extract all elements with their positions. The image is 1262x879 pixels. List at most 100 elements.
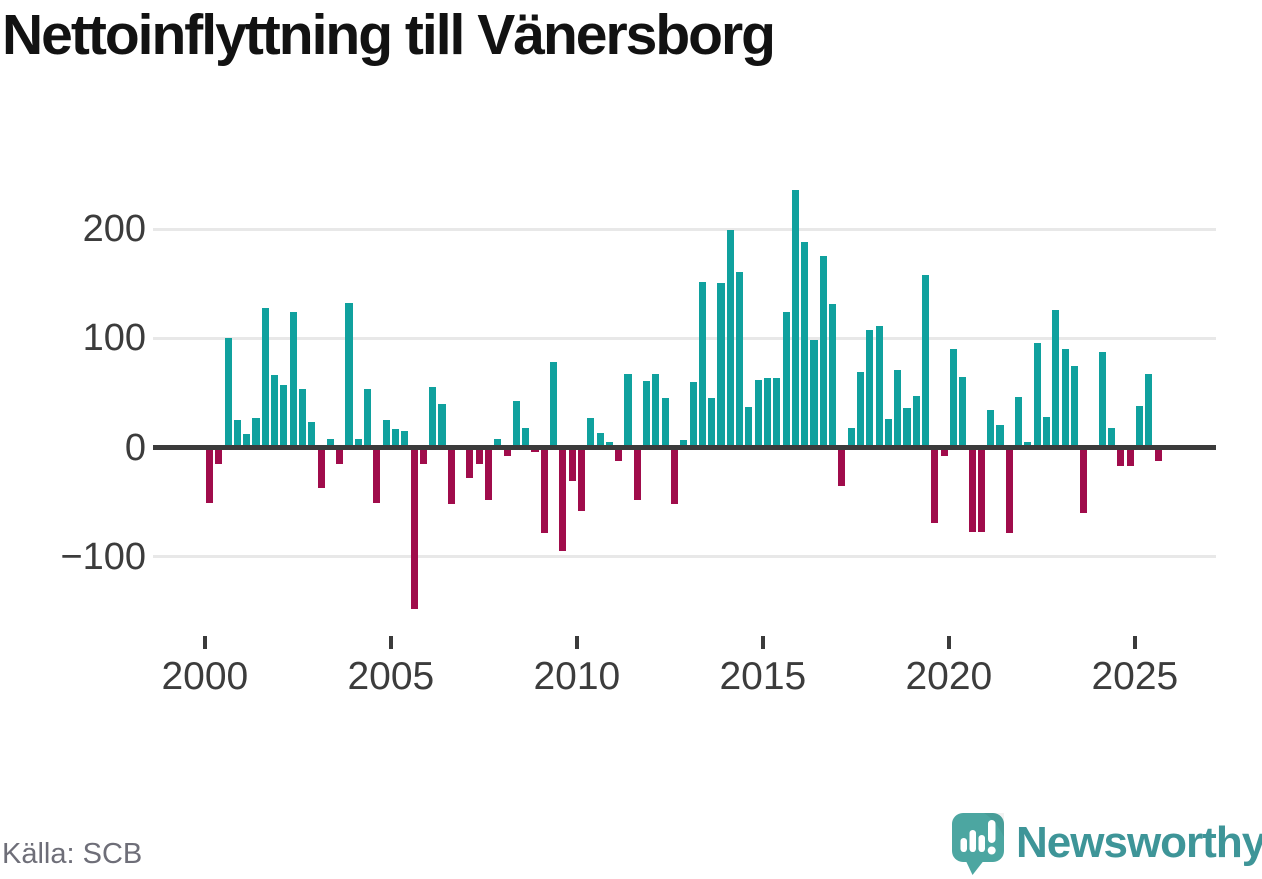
- bar-2011Q4: [643, 380, 651, 448]
- bar-2020Q4: [977, 447, 985, 532]
- y-tick-label-0: 0: [124, 426, 146, 469]
- bar-2008Q2: [512, 400, 520, 448]
- bar-2022Q3: [1042, 416, 1051, 448]
- bar-2021Q4: [1015, 397, 1023, 448]
- bar-2001Q2: [252, 418, 260, 448]
- bar-2012Q3: [670, 447, 679, 505]
- bar-2002Q3: [298, 388, 307, 448]
- bar-2001Q3: [261, 307, 269, 448]
- bar-2006Q1: [429, 387, 437, 448]
- bar-2005Q1: [391, 428, 400, 448]
- bar-2025Q3: [1154, 447, 1162, 461]
- bar-2013Q4: [717, 282, 725, 448]
- x-axis-zero-line: [153, 445, 1216, 450]
- bar-2010Q2: [587, 418, 595, 448]
- gridline--100: [153, 555, 1216, 559]
- newsworthy-logo: Newsworthy: [946, 808, 1262, 878]
- bar-2018Q1: [875, 326, 883, 448]
- bar-2000Q2: [215, 447, 223, 464]
- bar-2015Q2: [773, 377, 781, 448]
- y-tick-label-100: 100: [82, 317, 146, 360]
- bar-2004Q2: [364, 388, 372, 448]
- bar-2014Q3: [745, 407, 753, 448]
- bar-2007Q2: [475, 447, 483, 464]
- bar-2009Q1: [540, 447, 548, 533]
- bar-2010Q4: [605, 442, 613, 448]
- x-tick-2010: [574, 636, 579, 649]
- source-label: Källa: SCB: [2, 838, 143, 870]
- x-tick-label-2015: 2015: [719, 655, 807, 698]
- bar-2019Q4: [940, 447, 948, 457]
- x-tick-label-2005: 2005: [347, 655, 435, 698]
- x-tick-label-2025: 2025: [1091, 655, 1179, 698]
- bar-2006Q3: [447, 447, 455, 505]
- bar-2013Q2: [698, 281, 706, 448]
- bar-2010Q1: [577, 447, 586, 511]
- bar-2009Q4: [568, 447, 576, 482]
- bar-2002Q4: [308, 422, 316, 448]
- bar-2003Q3: [336, 447, 344, 464]
- bar-2004Q3: [373, 447, 381, 504]
- bar-2016Q4: [829, 304, 837, 448]
- bar-2011Q3: [633, 447, 641, 500]
- bar-2009Q3: [559, 447, 567, 552]
- bar-2000Q1: [205, 447, 214, 504]
- bar-2024Q2: [1108, 427, 1116, 448]
- bar-2009Q2: [550, 362, 558, 448]
- bar-2017Q1: [838, 447, 846, 486]
- bar-2005Q2: [401, 431, 409, 448]
- newsworthy-icon: [952, 813, 1004, 875]
- bar-2017Q4: [866, 329, 874, 448]
- bar-2003Q4: [345, 303, 353, 448]
- bar-2011Q1: [615, 447, 623, 461]
- bar-2022Q1: [1024, 442, 1032, 448]
- bar-2016Q2: [810, 340, 818, 448]
- gridline-200: [153, 227, 1216, 231]
- bar-2001Q1: [243, 434, 251, 448]
- bar-2008Q3: [522, 427, 530, 448]
- bar-2005Q4: [419, 447, 427, 464]
- bar-2015Q4: [791, 189, 799, 448]
- chart-title: Nettoinflyttning till Vänersborg: [2, 3, 776, 67]
- x-tick-2020: [946, 636, 951, 649]
- bar-2002Q2: [289, 312, 297, 448]
- x-tick-2005: [388, 636, 393, 649]
- y-tick-label-200: 200: [82, 208, 146, 251]
- bar-2007Q4: [494, 438, 502, 448]
- y-tick-label--100: −100: [60, 535, 146, 578]
- bar-2018Q3: [894, 369, 902, 448]
- x-tick-2025: [1132, 636, 1137, 649]
- bar-2006Q2: [438, 403, 446, 448]
- bar-2022Q2: [1033, 342, 1041, 448]
- bar-2022Q4: [1052, 309, 1060, 448]
- bar-2015Q3: [782, 312, 790, 448]
- bar-2020Q3: [968, 447, 976, 532]
- bar-2011Q2: [624, 374, 632, 448]
- bar-2023Q1: [1061, 349, 1069, 448]
- bar-2012Q2: [661, 398, 669, 448]
- bar-2020Q1: [949, 349, 958, 448]
- bar-2014Q1: [726, 230, 734, 448]
- bar-2024Q4: [1126, 447, 1134, 467]
- bar-2016Q3: [819, 256, 827, 448]
- x-tick-label-2000: 2000: [161, 655, 249, 698]
- bar-2004Q1: [354, 438, 362, 448]
- bar-2017Q2: [847, 427, 855, 448]
- bar-2000Q3: [224, 338, 232, 448]
- bar-2003Q2: [326, 438, 334, 448]
- bar-2014Q2: [736, 271, 744, 448]
- bar-2016Q1: [801, 242, 809, 448]
- bar-2025Q2: [1145, 374, 1153, 448]
- bar-2001Q4: [271, 375, 279, 448]
- bar-2014Q4: [754, 379, 762, 448]
- bar-2004Q4: [382, 420, 390, 448]
- bar-2021Q2: [996, 424, 1004, 448]
- bar-2023Q3: [1080, 447, 1088, 514]
- bar-2013Q3: [708, 398, 716, 448]
- bar-2007Q1: [466, 447, 474, 479]
- bar-2012Q4: [680, 439, 688, 448]
- bar-2024Q1: [1098, 352, 1106, 448]
- bar-2015Q1: [763, 377, 772, 448]
